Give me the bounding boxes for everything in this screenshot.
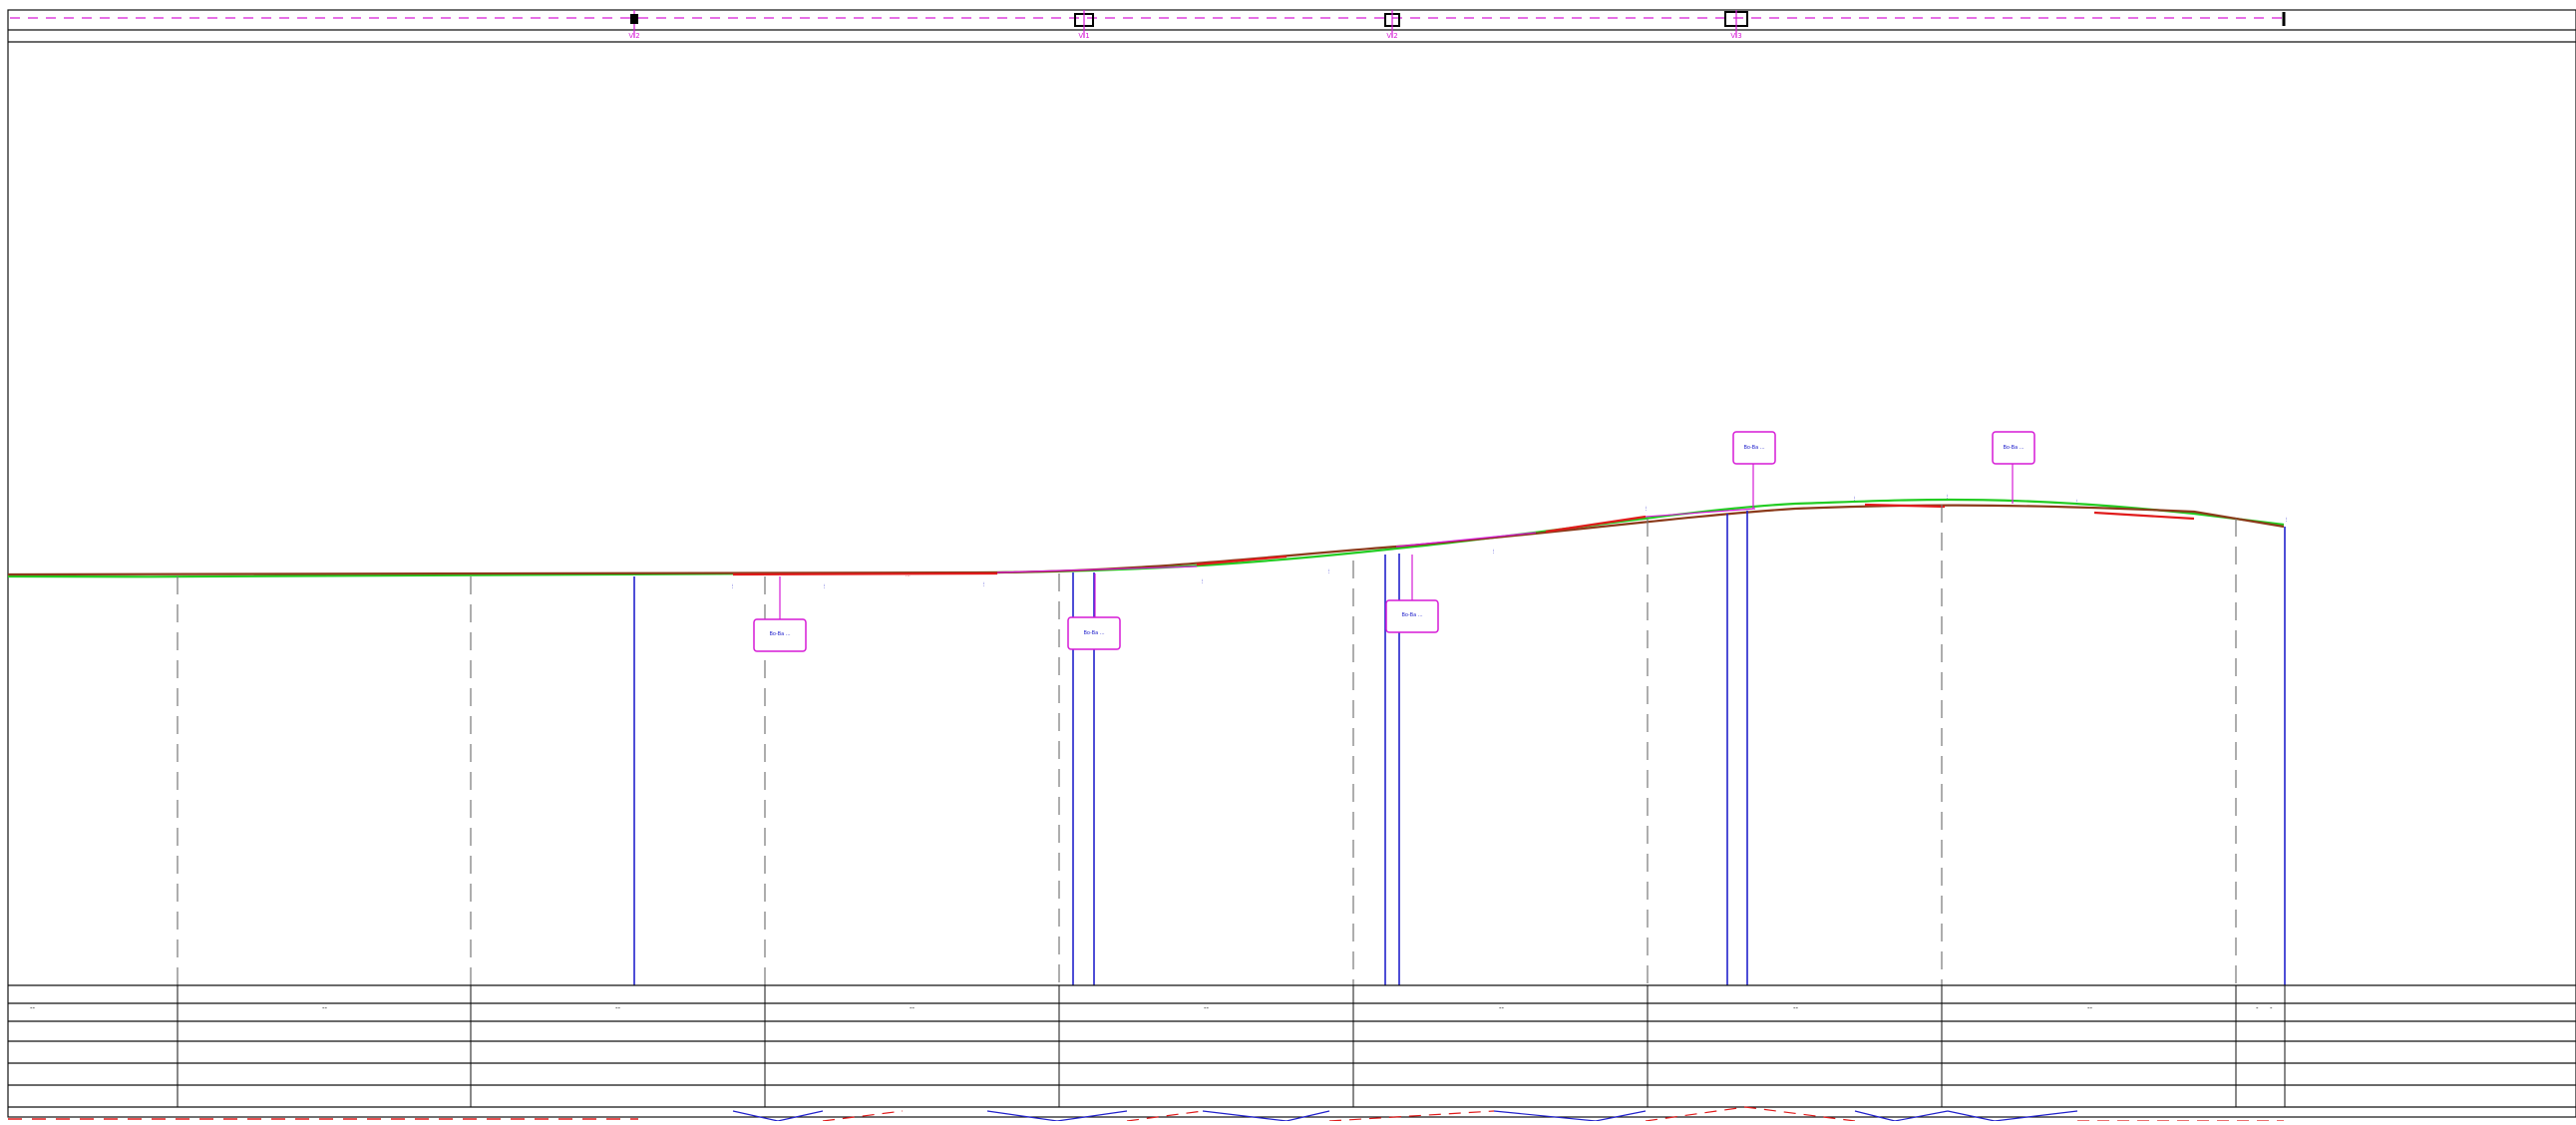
small-label-red: ... [1573, 526, 1578, 532]
small-label: ... [1643, 506, 1649, 511]
table-cell: -- [615, 1004, 621, 1012]
small-label: ... [821, 583, 827, 588]
annotation-boxes: Bo-Ba ... Bo-Ba ... Bo-Ba ... Bo-Ba ... [753, 431, 2035, 652]
station-marker-icon: VI1 [1074, 10, 1094, 40]
table-cell: -- [2087, 1004, 2093, 1012]
small-label-red: ... [906, 572, 911, 578]
lower-tag-text: Bo-Ba ... [1083, 630, 1104, 636]
table-ticks [177, 985, 2286, 1107]
red-segments [732, 503, 2195, 576]
small-label: ... [1944, 494, 1950, 499]
blue-verticals [633, 511, 2286, 985]
small-label: ... [1490, 549, 1496, 554]
small-label: ... [1199, 578, 1205, 583]
table-cell: -- [1499, 1004, 1505, 1012]
table-cell: -- [322, 1004, 328, 1012]
small-label: ... [1325, 568, 1331, 573]
station-marker-icon: VI2 [1384, 10, 1400, 40]
station-marker-icon: VI3 [1724, 10, 1748, 40]
bottom-table: -- -- -- -- -- -- -- -- - - [8, 984, 2576, 1122]
small-label: ... [2283, 517, 2289, 522]
vi2b-label: VI2 [1386, 32, 1397, 40]
small-label: ... [2073, 499, 2079, 504]
vi3-label: VI3 [1730, 32, 1741, 40]
magenta-segments [996, 508, 1756, 573]
small-labels: ... ... ... ... ... ... ... ... ... ... … [729, 494, 2289, 588]
upper-tag-text: Bo-Ba ... [2003, 445, 2024, 451]
existing-ground-line [7, 498, 2285, 578]
table-cell: -- [910, 1004, 916, 1012]
upper-tag-1: Bo-Ba ... [1732, 431, 1776, 509]
lower-tag-3: Bo-Ba ... [1385, 555, 1439, 633]
lower-tag-text: Bo-Ba ... [1401, 612, 1422, 618]
small-label-red: ... [1263, 556, 1268, 562]
lower-tag-text: Bo-Ba ... [769, 631, 790, 637]
table-cell: - [2270, 1004, 2273, 1012]
table-row1-labels: -- -- -- -- -- -- -- -- - - [30, 1004, 2273, 1012]
lower-tag-1: Bo-Ba ... [753, 576, 807, 652]
table-cell: - [2256, 1004, 2259, 1012]
profile-lines [7, 498, 2285, 578]
small-label: ... [980, 581, 986, 586]
top-band-markers: VI2 VI1 VI2 VI3 [628, 10, 2286, 40]
table-cell: -- [1204, 1004, 1210, 1012]
upper-tag-text: Bo-Ba ... [1743, 445, 1764, 451]
design-profile-line [7, 504, 2285, 576]
vi2-label: VI2 [628, 32, 639, 40]
table-cell: -- [30, 1004, 36, 1012]
small-label: ... [729, 583, 735, 588]
table-cell: -- [1793, 1004, 1799, 1012]
upper-tag-2: Bo-Ba ... [1992, 431, 2035, 504]
station-marker-icon: VI2 [628, 10, 640, 40]
vi1-label: VI1 [1078, 32, 1089, 40]
station-verticals [177, 505, 2237, 985]
small-label: ... [1851, 496, 1857, 501]
drawing-frame [7, 9, 2576, 1118]
bottom-red-dashed [822, 1106, 2284, 1122]
bottom-blue-wave [732, 1110, 2078, 1122]
lower-tag-2: Bo-Ba ... [1067, 573, 1121, 650]
